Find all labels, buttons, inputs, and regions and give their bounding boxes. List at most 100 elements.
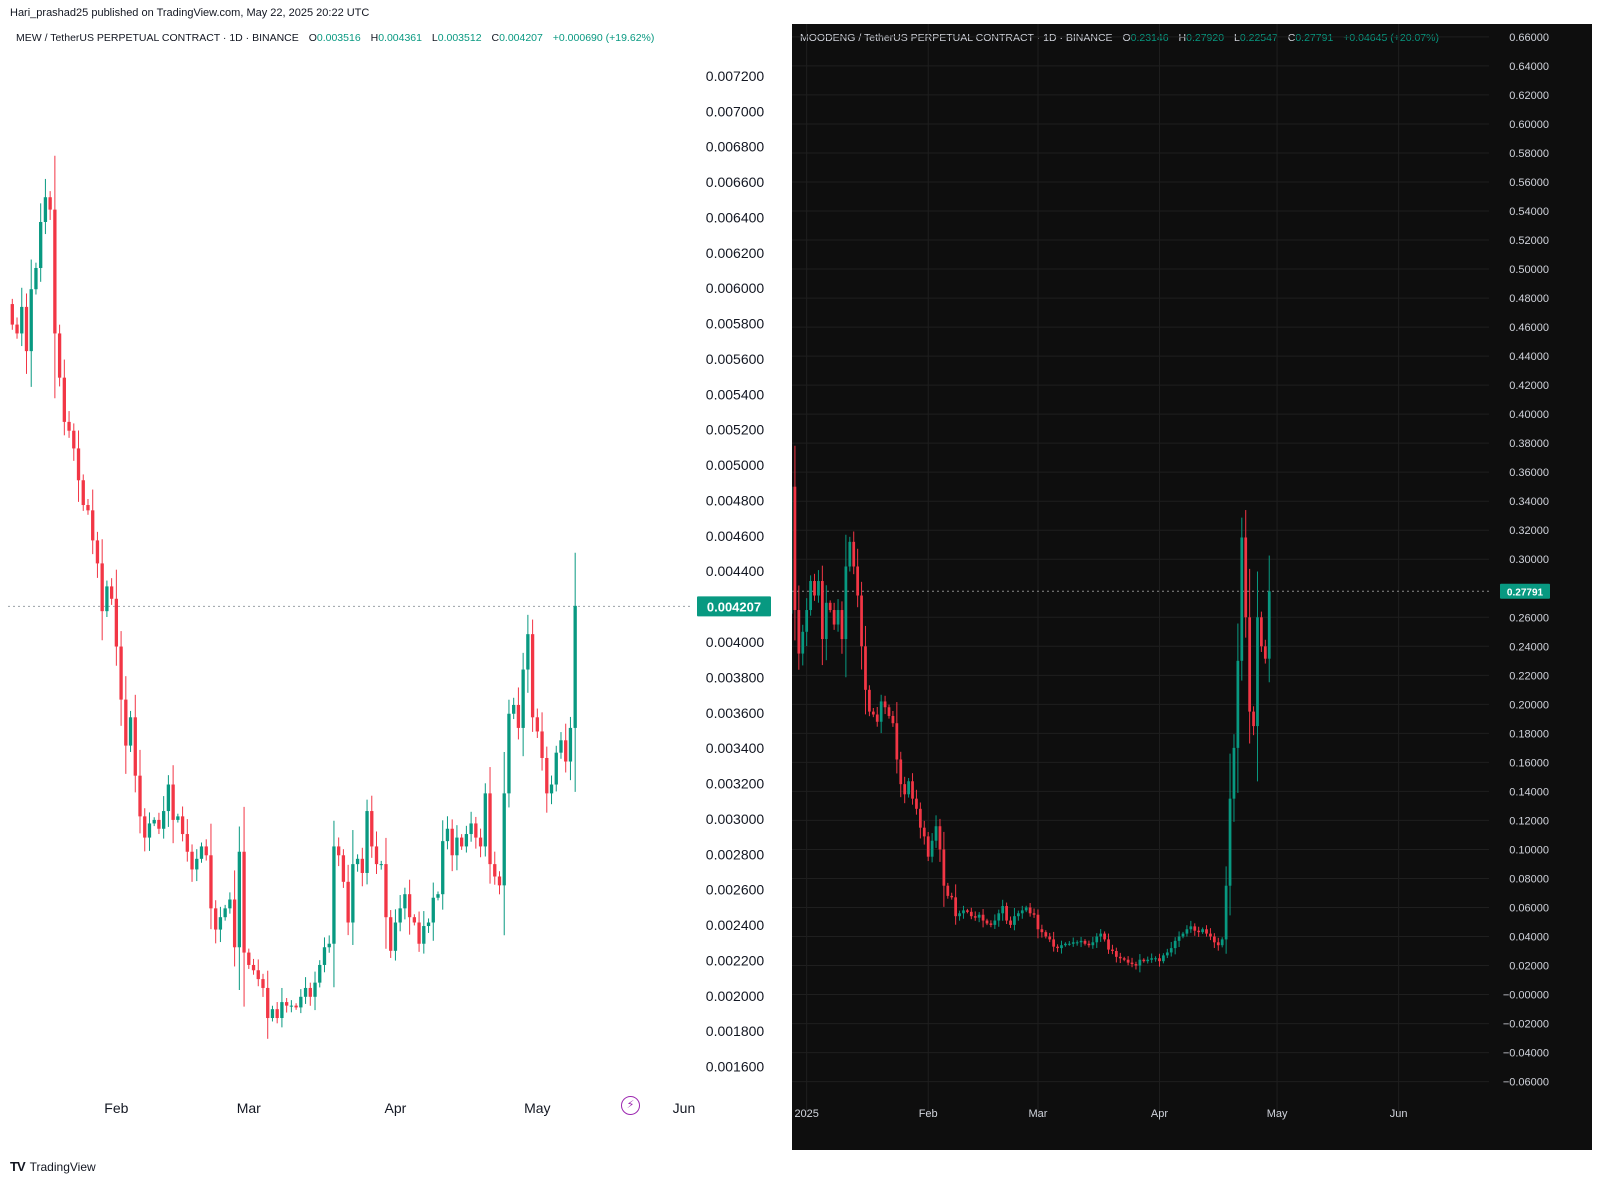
lightning-icon[interactable]: ⚡ xyxy=(621,1096,640,1115)
candle-body xyxy=(1197,930,1201,933)
candle-body xyxy=(926,836,930,857)
y-tick-label: 0.36000 xyxy=(1509,467,1549,479)
candle-body xyxy=(1079,940,1083,943)
candle-body xyxy=(157,819,161,829)
y-tick-label: 0.34000 xyxy=(1509,496,1549,508)
y-tick-label: 0.42000 xyxy=(1509,380,1549,392)
y-tick-label: 0.006600 xyxy=(706,174,765,190)
candle-body xyxy=(1256,617,1259,727)
candle-body xyxy=(128,717,133,746)
candle-body xyxy=(545,757,549,794)
candle-body xyxy=(1028,907,1032,914)
candle-body xyxy=(384,864,388,918)
candle-body xyxy=(1165,952,1169,956)
candle-body xyxy=(817,581,820,596)
candle-body xyxy=(930,840,934,857)
candle-body xyxy=(1181,933,1185,937)
moodeng-chart-panel[interactable]: MOODENG / TetherUS PERPETUAL CONTRACT · … xyxy=(792,24,1592,1150)
candle-body xyxy=(1048,936,1052,940)
candle-body xyxy=(147,823,152,838)
last-price-badge xyxy=(697,596,771,617)
mew-chart-svg[interactable]: 0.007200 0.007000 0.006800 0.006600 0.006400… xyxy=(8,24,792,1150)
candle-body xyxy=(284,1002,289,1006)
candle-body xyxy=(1142,959,1146,962)
y-tick-label: 0.005000 xyxy=(706,457,765,473)
y-tick-label: 0.38000 xyxy=(1509,438,1549,450)
candle-body xyxy=(1248,617,1252,712)
candle-body xyxy=(958,913,961,917)
y-tick-label: −0.04000 xyxy=(1503,1048,1549,1060)
candle-body xyxy=(412,917,417,923)
candle-body xyxy=(942,849,946,886)
candle-body xyxy=(190,851,194,870)
candle-body xyxy=(43,197,48,222)
y-tick-label: 0.002400 xyxy=(706,917,765,933)
candle-body xyxy=(152,819,156,824)
candle-body xyxy=(228,899,232,909)
candle-body xyxy=(950,895,954,898)
x-tick-label: Mar xyxy=(237,1100,261,1116)
candle-body xyxy=(1005,906,1008,921)
candle-body xyxy=(218,917,223,930)
candle-body xyxy=(895,723,899,760)
x-tick-label: 2025 xyxy=(794,1108,818,1120)
candle-body xyxy=(214,908,218,930)
y-tick-label: 0.005200 xyxy=(706,422,765,438)
candle-body xyxy=(899,759,903,785)
y-tick-label: 0.004400 xyxy=(706,563,765,579)
last-price-label: 0.27791 xyxy=(1507,587,1544,598)
y-tick-label: 0.66000 xyxy=(1509,32,1549,44)
y-tick-label: 0.007000 xyxy=(706,103,765,119)
y-tick-label: 0.58000 xyxy=(1509,148,1549,160)
candle-body xyxy=(86,505,90,511)
candle-body xyxy=(185,834,189,852)
y-tick-label: 0.48000 xyxy=(1509,293,1549,305)
publication-line: Hari_prashad25 published on TradingView.… xyxy=(10,7,370,19)
candle-body xyxy=(351,864,355,923)
moodeng-chart-svg[interactable]: 0.66000 0.64000 0.62000 0.60000 0.58000 0.560… xyxy=(792,24,1592,1150)
y-tick-label: −0.06000 xyxy=(1503,1077,1549,1089)
candle-body xyxy=(993,920,997,925)
candle-body xyxy=(171,784,175,820)
candle-body xyxy=(365,811,369,873)
candle-body xyxy=(840,610,844,640)
last-price-label: 0.004207 xyxy=(707,599,761,614)
candle-body xyxy=(962,910,965,914)
y-tick-label: 0.40000 xyxy=(1509,409,1549,421)
candle-body xyxy=(938,826,942,850)
candle-body xyxy=(1205,929,1208,934)
y-tick-label: 0.004600 xyxy=(706,528,765,544)
legend-symbol: MOODENG / TetherUS PERPETUAL CONTRACT · … xyxy=(800,32,1113,44)
legend-high-label: H xyxy=(1178,32,1187,44)
y-tick-label: 0.26000 xyxy=(1509,612,1549,624)
y-tick-label: −0.02000 xyxy=(1503,1019,1549,1031)
candle-body xyxy=(1189,926,1193,930)
y-tick-label: 0.04000 xyxy=(1509,932,1549,944)
y-tick-label: 0.22000 xyxy=(1509,670,1549,682)
candle-body xyxy=(1267,591,1271,659)
candle-body xyxy=(969,911,973,917)
mew-chart-panel[interactable]: MEW / TetherUS PERPETUAL CONTRACT · 1D ·… xyxy=(8,24,792,1150)
candle-body xyxy=(1232,747,1236,799)
candle-body xyxy=(973,916,977,918)
candle-body xyxy=(1114,951,1118,957)
candle-body xyxy=(1154,958,1157,960)
candle-body xyxy=(507,713,511,794)
candle-body xyxy=(1150,958,1154,960)
legend-low: 0.22547 xyxy=(1239,32,1278,44)
candle-body xyxy=(820,581,824,640)
candle-body xyxy=(813,581,816,596)
y-tick-label: 0.005600 xyxy=(706,351,765,367)
candle-body xyxy=(502,793,506,886)
y-tick-label: 0.46000 xyxy=(1509,322,1549,334)
candle-body xyxy=(1071,942,1075,944)
candle-body xyxy=(81,480,85,506)
y-tick-label: 0.001600 xyxy=(706,1059,765,1075)
y-tick-label: −0.00000 xyxy=(1503,990,1549,1002)
candle-body xyxy=(209,855,213,909)
chart-legend: MEW / TetherUS PERPETUAL CONTRACT · 1D ·… xyxy=(16,32,654,44)
legend-low-label: L xyxy=(1234,32,1240,44)
candle-body xyxy=(1040,929,1044,933)
candle-body xyxy=(497,876,502,886)
y-tick-label: 0.006200 xyxy=(706,245,765,261)
